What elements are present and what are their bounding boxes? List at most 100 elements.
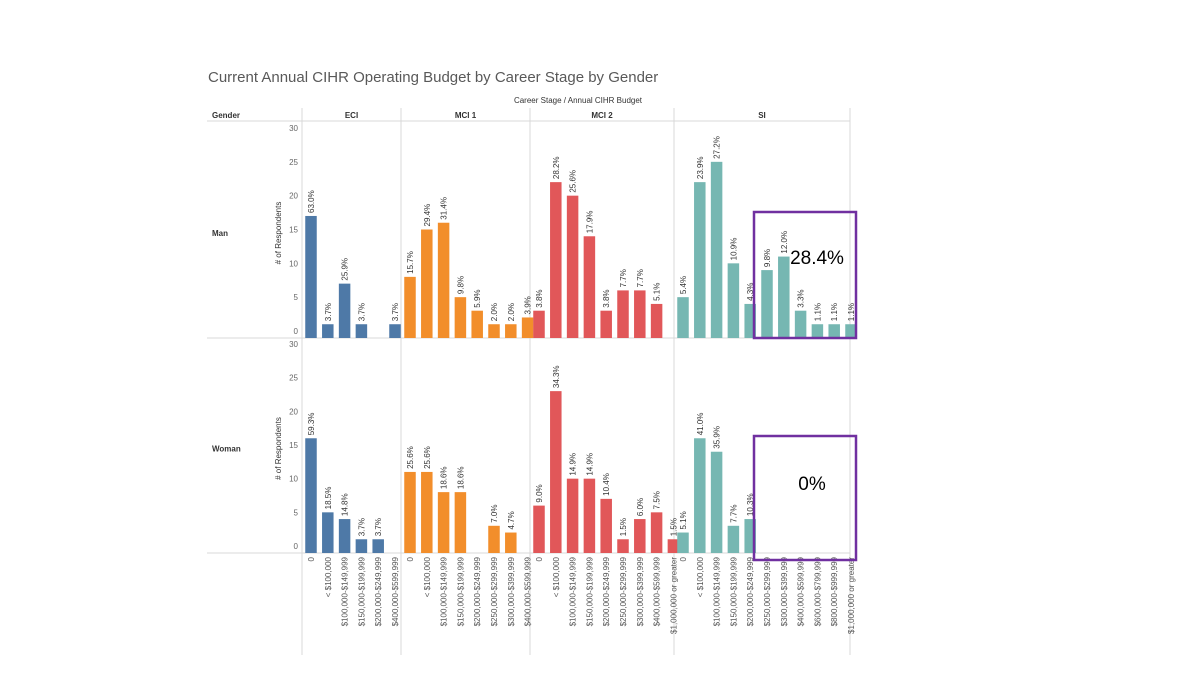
- category-tick-label: 0: [406, 556, 415, 561]
- category-tick-label: $300,000-$399,999: [780, 556, 789, 626]
- bar: [421, 471, 433, 553]
- bar: [550, 182, 562, 338]
- bar-data-label: 3.7%: [374, 518, 383, 536]
- category-tick-label: $200,000-$249,999: [374, 556, 383, 626]
- bar: [454, 492, 467, 553]
- bar-data-label: 25.9%: [341, 258, 350, 281]
- bar-data-label: 18.6%: [456, 466, 465, 489]
- bar-data-label: 34.3%: [552, 365, 561, 388]
- bar-data-label: 23.9%: [696, 156, 705, 179]
- bar: [566, 478, 579, 553]
- y-tick-label: 20: [289, 192, 298, 201]
- category-tick-label: $150,000-$199,999: [729, 556, 738, 626]
- bar: [505, 532, 517, 553]
- y-tick-label: 10: [289, 259, 298, 268]
- category-tick-label: $400,000-$599,999: [653, 556, 662, 626]
- category-tick-label: $1,000,000 or greater: [669, 557, 678, 634]
- plot-area: ECI MCI 1 MCI 2 SI Man # of Respondents 0 5 10 15…: [207, 108, 858, 655]
- bar-data-label: 25.6%: [406, 446, 415, 469]
- bar: [710, 161, 723, 338]
- bar: [710, 451, 723, 553]
- bar-data-label: 7.0%: [490, 505, 499, 523]
- bar: [600, 310, 612, 338]
- bar-data-label: 3.3%: [797, 289, 806, 307]
- bar-data-label: 5.9%: [473, 289, 482, 307]
- bar: [505, 324, 517, 338]
- bar-data-label: 4.3%: [746, 283, 755, 301]
- category-tick-label: $400,000-$599,999: [797, 556, 806, 626]
- bar: [338, 519, 351, 553]
- bar-data-label: 14.8%: [341, 493, 350, 516]
- bar-data-label: 12.0%: [780, 231, 789, 254]
- bar-data-label: 4.7%: [507, 511, 516, 529]
- category-tick-label: $800,000-$999,999: [830, 556, 839, 626]
- category-tick-label: $250,000-$299,999: [619, 556, 628, 626]
- bar-data-label: 41.0%: [696, 413, 705, 436]
- y-tick-label: 20: [289, 407, 298, 416]
- bar: [727, 263, 740, 338]
- row-header: Gender: [212, 111, 240, 120]
- bar-data-label: 14.9%: [569, 453, 578, 476]
- bar-data-label: 14.9%: [585, 453, 594, 476]
- category-tick-label: 0: [535, 556, 544, 561]
- bar: [694, 438, 706, 553]
- category-tick-label: $300,000-$399,999: [636, 556, 645, 626]
- bar: [778, 256, 790, 338]
- category-tick-label: < $100,000: [423, 556, 432, 597]
- bar: [634, 290, 646, 338]
- category-tick-label: $150,000-$199,999: [357, 556, 366, 626]
- category-tick-label: $250,000-$299,999: [490, 556, 499, 626]
- bar-data-label: 2.0%: [490, 303, 499, 321]
- bar: [437, 222, 450, 338]
- bar-data-label: 5.4%: [679, 276, 688, 294]
- bar-data-label: 1.1%: [847, 303, 856, 321]
- bar: [583, 236, 596, 338]
- row-label-woman: Woman: [212, 445, 241, 454]
- y-tick-label: 10: [289, 475, 298, 484]
- bar-data-label: 5.1%: [653, 283, 662, 301]
- bar: [404, 471, 416, 553]
- bar: [583, 478, 596, 553]
- bar-data-label: 25.6%: [569, 170, 578, 193]
- bar: [828, 324, 840, 338]
- category-tick-label: < $100,000: [696, 556, 705, 597]
- bar-data-label: 10.9%: [729, 238, 738, 261]
- bar-data-label: 63.0%: [307, 190, 316, 213]
- category-tick-label: $200,000-$249,999: [473, 556, 482, 626]
- bar-data-label: 18.5%: [324, 487, 333, 510]
- bar: [305, 215, 317, 338]
- category-tick-label: $100,000-$149,999: [341, 556, 350, 626]
- bar: [338, 283, 351, 338]
- bar-data-label: 18.6%: [440, 466, 449, 489]
- bar-data-label: 3.7%: [357, 303, 366, 321]
- bar: [694, 182, 706, 338]
- highlight-box: [752, 434, 858, 562]
- bar-data-label: 6.0%: [636, 498, 645, 516]
- bar: [355, 324, 368, 338]
- column-header: Career Stage / Annual CIHR Budget: [514, 96, 643, 105]
- bar: [727, 525, 740, 553]
- bar: [600, 498, 612, 553]
- bar: [355, 539, 368, 553]
- bar: [454, 297, 467, 338]
- y-tick-label: 30: [289, 340, 298, 349]
- bar-data-label: 7.7%: [636, 269, 645, 287]
- y-tick-label: 5: [294, 508, 299, 517]
- bar-data-label: 10.3%: [746, 493, 755, 516]
- bar-data-label: 9.8%: [763, 249, 772, 267]
- category-tick-label: $250,000-$299,999: [763, 556, 772, 626]
- category-tick-label: 0: [307, 556, 316, 561]
- bar-data-label: 7.7%: [619, 269, 628, 287]
- category-tick-label: $100,000-$149,999: [569, 556, 578, 626]
- y-tick-label: 5: [294, 293, 299, 302]
- bar-data-label: 9.0%: [535, 484, 544, 502]
- bar: [521, 317, 534, 338]
- category-tick-label: $300,000-$399,999: [507, 556, 516, 626]
- category-tick-label: $400,000-$599,999: [391, 556, 400, 626]
- y-tick-label: 0: [294, 542, 299, 551]
- bar: [389, 324, 401, 338]
- category-tick-label: 0: [679, 556, 688, 561]
- bar-data-label: 3.7%: [391, 303, 400, 321]
- stage-header-mci-2: MCI 2: [591, 111, 613, 120]
